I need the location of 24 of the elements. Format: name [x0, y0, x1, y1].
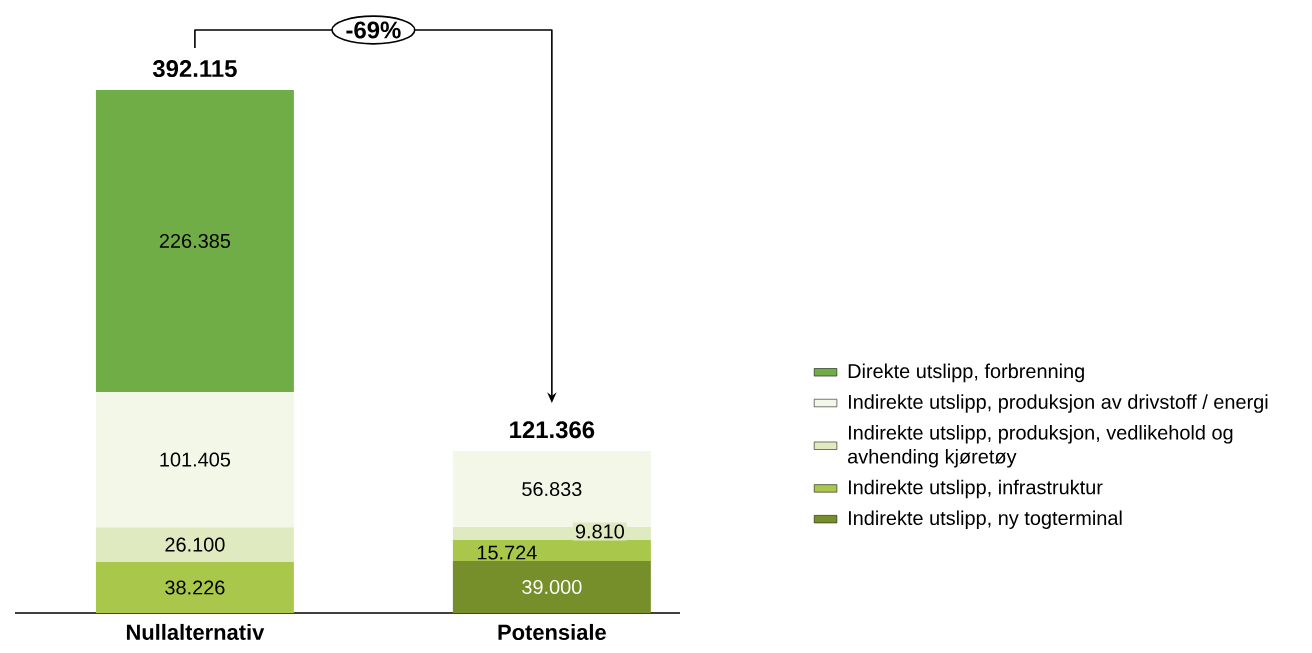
- bar: [95, 89, 294, 392]
- total-label: 121.366: [510, 421, 595, 439]
- data-label: 39.000: [522, 579, 582, 595]
- bar: [95, 391, 294, 528]
- data-label: 56.833: [522, 481, 582, 497]
- data-label: 15.724: [477, 545, 537, 560]
- bar: [95, 527, 294, 563]
- bar: [452, 540, 651, 561]
- bar: [95, 562, 294, 613]
- data-label: 101.405: [160, 452, 231, 467]
- data-label: 9.810: [575, 524, 624, 539]
- data-label: 226.385: [159, 233, 231, 249]
- legend-label: Indirekte utslipp, produksjon av drivstoff / energi: [848, 394, 1268, 413]
- x-tick-label: Nullalternativ: [126, 623, 265, 640]
- legend-label: Direkte utslipp, forbrenning: [848, 363, 1084, 383]
- legend-label: Indirekte utslipp, produksjon, vedlikehold og avhending kjøretøy: [848, 425, 1233, 468]
- legend-label: Indirekte utslipp, ny togterminal: [848, 510, 1122, 530]
- data-label: 38.226: [165, 580, 225, 595]
- text: -69%: [346, 21, 401, 39]
- legend-label: Indirekte utslipp, infrastruktur: [848, 479, 1103, 499]
- x-tick-label: Potensiale: [498, 623, 606, 640]
- bar: [452, 560, 651, 613]
- total-label: 392.115: [152, 60, 237, 78]
- data-label: 26.100: [165, 537, 225, 552]
